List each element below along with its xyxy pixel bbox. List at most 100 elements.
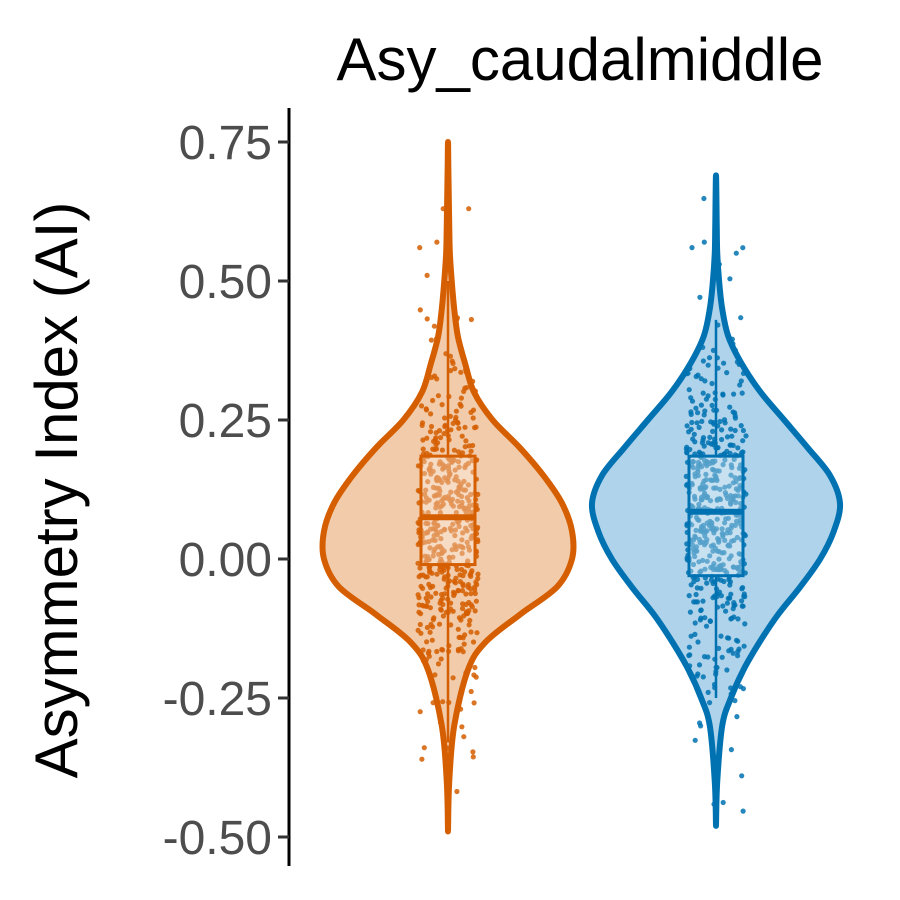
data-point [452, 527, 458, 533]
data-point [684, 444, 690, 450]
data-point [440, 699, 446, 705]
data-point [468, 409, 474, 415]
data-point [703, 623, 710, 629]
data-point [452, 467, 458, 473]
data-point [728, 426, 734, 432]
data-point [430, 526, 436, 532]
data-point [696, 536, 703, 543]
data-point [739, 390, 745, 396]
data-point [464, 495, 470, 501]
data-point [730, 341, 736, 347]
data-point [702, 490, 708, 496]
data-point [700, 344, 706, 350]
data-point [437, 600, 443, 606]
data-point [702, 408, 708, 414]
data-point [729, 336, 736, 342]
data-point [709, 522, 715, 528]
data-point [707, 700, 713, 706]
data-point [706, 355, 713, 361]
data-point [462, 464, 468, 471]
data-point [459, 544, 465, 550]
data-point [729, 615, 735, 621]
data-point [464, 539, 470, 546]
data-point [704, 495, 710, 501]
data-point [720, 462, 726, 468]
data-point [718, 633, 724, 639]
data-point [432, 446, 438, 453]
data-point [462, 385, 468, 391]
data-point [725, 595, 731, 601]
data-point [433, 442, 439, 448]
data-point [728, 501, 734, 507]
data-point [709, 402, 715, 408]
data-point [449, 547, 455, 553]
data-point [704, 558, 710, 564]
data-point [727, 404, 733, 410]
data-point [729, 465, 735, 471]
data-point [459, 588, 466, 594]
data-point [458, 369, 464, 375]
data-point [427, 429, 434, 435]
data-point [719, 427, 725, 433]
data-point [697, 485, 703, 491]
data-point [728, 747, 735, 753]
y-tick-label: -0.50 [163, 812, 272, 865]
violin-group-1 [319, 139, 577, 835]
data-point [456, 449, 462, 455]
data-point [423, 558, 429, 565]
data-point [697, 294, 703, 300]
data-point [437, 543, 443, 549]
data-point [435, 393, 441, 399]
data-point [722, 520, 728, 526]
data-point [418, 572, 424, 578]
data-point [423, 657, 429, 663]
outlier-point [434, 239, 440, 245]
data-point [739, 449, 745, 455]
data-point [455, 459, 462, 465]
data-point [724, 667, 730, 673]
data-point [697, 617, 704, 623]
data-point [468, 602, 474, 608]
data-point [695, 410, 701, 416]
data-point [686, 652, 692, 659]
data-point [692, 533, 698, 539]
data-point [466, 443, 472, 449]
data-point [714, 516, 720, 522]
data-point [468, 448, 474, 454]
boxplot-2 [687, 319, 745, 698]
data-point [728, 442, 734, 448]
data-point [740, 603, 746, 609]
data-point [455, 646, 461, 653]
outlier-point [705, 689, 711, 696]
data-point [456, 491, 462, 498]
data-point [684, 423, 690, 429]
data-point [725, 515, 732, 521]
data-point [427, 629, 433, 635]
outlier-point [689, 245, 695, 251]
data-point [434, 474, 440, 481]
data-point [425, 591, 431, 597]
data-point [728, 472, 734, 478]
data-point [448, 600, 454, 606]
data-point [431, 520, 437, 526]
data-point [473, 598, 479, 604]
data-point [465, 482, 471, 488]
data-point [690, 465, 696, 471]
data-point [442, 415, 448, 421]
data-point [453, 509, 459, 516]
violin-group-2 [588, 172, 844, 829]
data-point [698, 402, 705, 408]
data-point [716, 645, 722, 652]
data-point [730, 480, 736, 486]
data-point [417, 565, 423, 571]
data-point [439, 447, 445, 453]
data-point [428, 411, 434, 417]
data-point [739, 773, 745, 779]
y-tick-label: 0.50 [179, 256, 272, 309]
data-point [467, 379, 473, 385]
data-point [436, 428, 443, 434]
data-point [724, 370, 730, 376]
data-point [708, 477, 714, 483]
outlier-point [424, 272, 430, 278]
data-point [438, 720, 444, 726]
